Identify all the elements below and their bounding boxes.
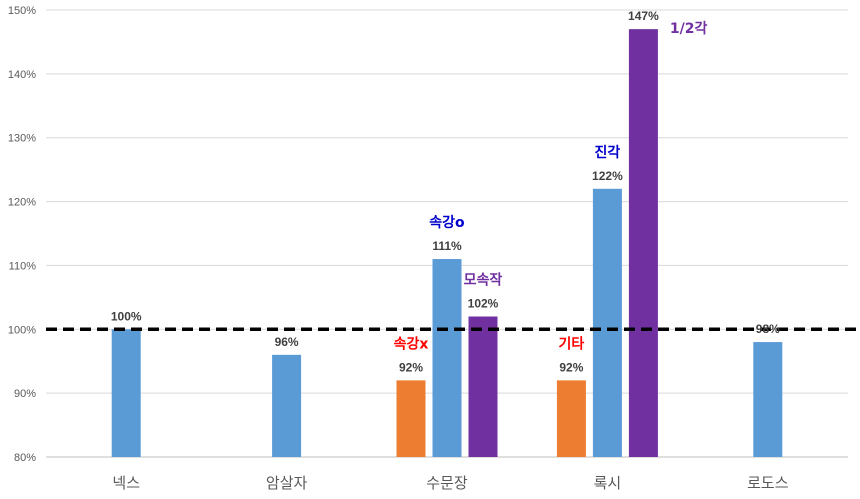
y-tick-label: 80% xyxy=(14,452,36,464)
y-tick-label: 100% xyxy=(8,324,36,336)
data-label: 122% xyxy=(592,169,623,183)
bar xyxy=(396,380,426,457)
data-label: 96% xyxy=(275,335,299,349)
data-label: 102% xyxy=(468,297,499,311)
data-labels: 100% 96% 92% 속강x 111% 속강o 102% 모속작 92% 기타 122% 진각 14… xyxy=(111,9,780,374)
data-label: 147% xyxy=(628,9,659,23)
bar xyxy=(468,316,498,457)
y-tick-label: 110% xyxy=(9,260,37,272)
bar-annotation: 속강o xyxy=(429,214,465,231)
y-tick-label: 150% xyxy=(8,5,36,17)
y-tick-label: 130% xyxy=(8,133,36,145)
data-label: 92% xyxy=(559,360,583,374)
bar-annotation: 1/2각 xyxy=(670,20,708,37)
data-label: 98% xyxy=(756,322,780,336)
bar-annotation: 모속작 xyxy=(464,272,503,289)
x-category-label: 넥스 xyxy=(112,474,140,492)
data-label: 100% xyxy=(111,309,142,323)
data-label: 111% xyxy=(432,239,462,253)
bar-annotation: 기타 xyxy=(559,336,585,352)
bar xyxy=(628,29,658,458)
x-category-label: 로도스 xyxy=(747,474,789,492)
x-category-label: 록시 xyxy=(594,474,622,492)
x-category-label: 암살자 xyxy=(266,474,308,492)
data-label: 92% xyxy=(399,360,423,374)
bar xyxy=(432,259,462,457)
bar xyxy=(592,188,622,458)
bar xyxy=(556,380,586,457)
x-axis: 넥스 암살자 수문장 록시 로도스 xyxy=(112,474,788,492)
bar xyxy=(272,354,302,457)
bar-annotation: 속강x xyxy=(394,335,429,352)
bar xyxy=(111,329,141,457)
bar-annotation: 진각 xyxy=(595,144,621,161)
y-tick-label: 120% xyxy=(8,197,36,209)
x-category-label: 수문장 xyxy=(426,474,468,492)
y-tick-label: 90% xyxy=(14,388,36,400)
bar xyxy=(753,342,783,457)
y-axis: 80% 90% 100% 110% 120% 130% 140% 150% xyxy=(8,5,36,464)
bars xyxy=(111,29,783,458)
y-tick-label: 140% xyxy=(8,69,36,81)
